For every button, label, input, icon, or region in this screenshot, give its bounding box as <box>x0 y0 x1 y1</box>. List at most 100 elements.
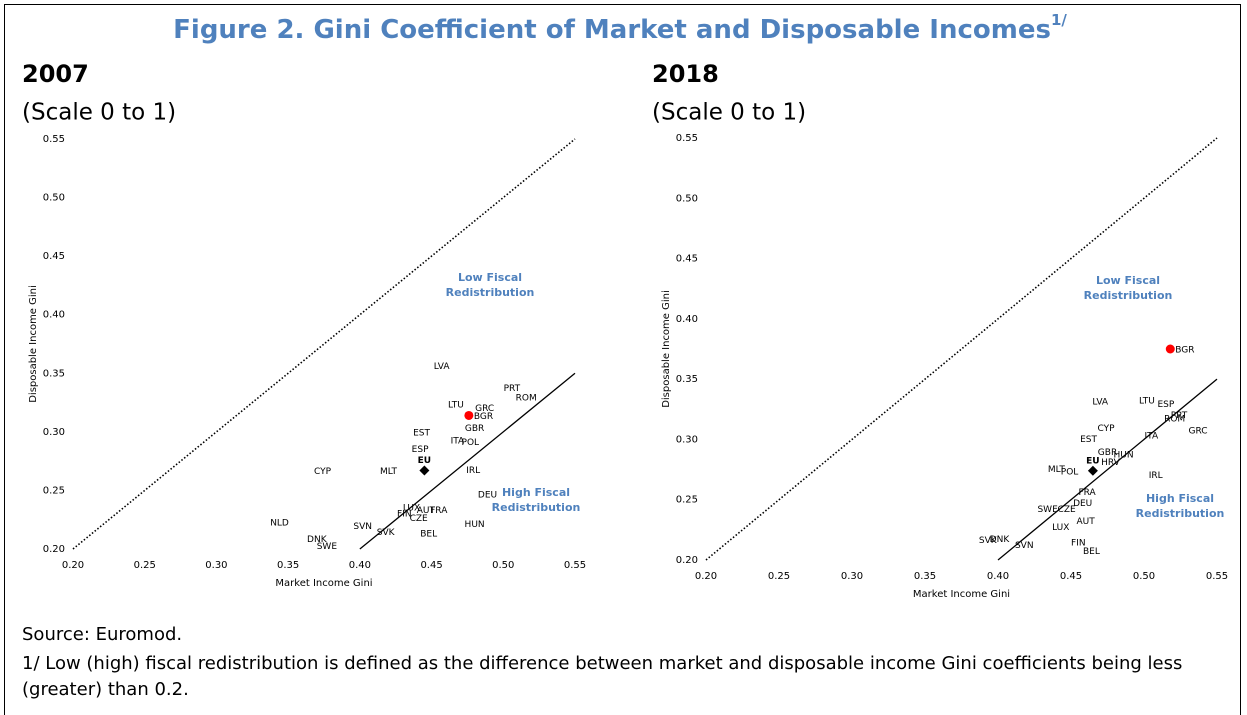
x-tick-label: 0.50 <box>492 560 514 571</box>
point-marker <box>419 465 430 476</box>
point-label: ESP <box>1157 400 1174 410</box>
point-label: SVK <box>377 528 396 538</box>
point-label: LUX <box>403 504 420 514</box>
point-label: ROM <box>516 393 537 403</box>
point-label: HUN <box>465 520 485 530</box>
point-label: EST <box>1080 435 1097 445</box>
point-label: EU <box>418 456 431 466</box>
x-tick-label: 0.35 <box>277 560 299 571</box>
annotation: High Fiscal Redistribution <box>491 486 581 514</box>
point-label: GBR <box>1098 448 1117 458</box>
source: Source: Euromod. <box>22 624 183 645</box>
y-tick-label: 0.20 <box>676 555 698 566</box>
point-label: AUT <box>417 506 436 516</box>
figure-title: Figure 2. Gini Coefficient of Market and… <box>173 11 1067 45</box>
x-tick-label: 0.35 <box>914 571 936 582</box>
point-label: PRT <box>1171 411 1188 421</box>
y-axis-label: Disposable Income Gini <box>661 290 672 408</box>
point-label: SVN <box>1015 541 1034 551</box>
footnote: 1/ Low (high) fiscal redistribution is d… <box>22 653 1183 700</box>
x-axis-label: Market Income Gini <box>275 578 372 589</box>
x-tick-label: 0.50 <box>1133 571 1155 582</box>
point-label: FRA <box>1078 488 1096 498</box>
x-tick-label: 0.20 <box>62 560 84 571</box>
point-marker <box>464 410 474 420</box>
y-tick-label: 0.20 <box>43 544 65 555</box>
point-label: BEL <box>420 529 437 539</box>
y-tick-label: 0.35 <box>43 368 65 379</box>
point-label: BGR <box>1175 346 1194 356</box>
y-tick-label: 0.25 <box>43 485 65 496</box>
point-label: HRV <box>1101 458 1121 468</box>
x-tick-label: 0.25 <box>768 571 790 582</box>
y-tick-label: 0.30 <box>43 427 65 438</box>
point-label: MLT <box>380 467 398 477</box>
point-label: MLT <box>1048 465 1066 475</box>
point-label: DEU <box>1073 499 1092 509</box>
point-label: ESP <box>412 445 429 455</box>
y-tick-label: 0.25 <box>676 495 698 506</box>
x-tick-label: 0.45 <box>420 560 442 571</box>
figure: Figure 2. Gini Coefficient of Market and… <box>22 11 1228 601</box>
x-tick-label: 0.55 <box>1206 571 1228 582</box>
reference-line <box>72 138 576 550</box>
point-label: IRL <box>1149 471 1163 481</box>
point-label: IRL <box>466 466 480 476</box>
x-axis-label: Market Income Gini <box>913 589 1010 600</box>
point-label: DNK <box>990 535 1011 545</box>
y-tick-label: 0.55 <box>676 133 698 144</box>
point-label: PRT <box>504 384 521 394</box>
y-tick-label: 0.45 <box>676 254 698 265</box>
point-label: SWE <box>1037 505 1058 515</box>
point-label: NLD <box>270 519 289 529</box>
y-tick-label: 0.30 <box>676 434 698 445</box>
x-tick-label: 0.30 <box>205 560 227 571</box>
point-label: ROM <box>1164 414 1185 424</box>
chart-subtitle: (Scale 0 to 1) <box>22 100 176 126</box>
point-label: FIN <box>1071 539 1086 549</box>
y-tick-label: 0.35 <box>676 374 698 385</box>
point-label: CZE <box>1058 505 1076 515</box>
point-label: SWE <box>317 542 338 552</box>
figure-frame <box>4 4 1241 715</box>
point-label: LTU <box>1139 396 1155 406</box>
point-label: DEU <box>478 491 497 501</box>
y-tick-label: 0.45 <box>43 251 65 262</box>
point-label: BEL <box>1083 547 1100 557</box>
chart-subtitle: (Scale 0 to 1) <box>652 100 806 126</box>
point-label: GRC <box>1188 426 1207 436</box>
point-label: HUN <box>1114 451 1134 461</box>
x-tick-label: 0.55 <box>564 560 586 571</box>
point-label: FRA <box>430 506 448 516</box>
point-marker <box>1087 465 1098 476</box>
point-label: EST <box>413 429 430 439</box>
y-tick-label: 0.50 <box>43 193 65 204</box>
y-tick-label: 0.50 <box>676 193 698 204</box>
y-tick-label: 0.40 <box>43 310 65 321</box>
point-label: SVN <box>353 522 372 532</box>
x-tick-label: 0.25 <box>134 560 156 571</box>
point-label: GBR <box>465 424 484 434</box>
point-label: LVA <box>1092 398 1109 408</box>
title-text: Figure 2. Gini Coefficient of Market and… <box>173 15 1051 45</box>
point-label: DNK <box>307 535 328 545</box>
title-note: 1/ <box>1051 11 1067 29</box>
point-label: POL <box>462 438 480 448</box>
annotation: Low Fiscal Redistribution <box>445 271 535 299</box>
y-axis-label: Disposable Income Gini <box>28 285 39 403</box>
annotation: Low Fiscal Redistribution <box>1083 274 1173 302</box>
annotation: High Fiscal Redistribution <box>1135 492 1225 520</box>
point-label: CYP <box>314 467 332 477</box>
point-label: POL <box>1061 467 1079 477</box>
point-label: FIN <box>397 509 412 519</box>
x-tick-label: 0.40 <box>349 560 371 571</box>
point-label: ITA <box>451 437 465 447</box>
y-tick-label: 0.55 <box>43 134 65 145</box>
point-label: LVA <box>434 362 451 372</box>
chart-title: 2018 <box>652 60 719 88</box>
point-marker <box>1165 344 1175 354</box>
point-label: LUX <box>1052 523 1069 533</box>
reference-line <box>359 372 576 550</box>
point-label: CYP <box>1098 424 1116 434</box>
